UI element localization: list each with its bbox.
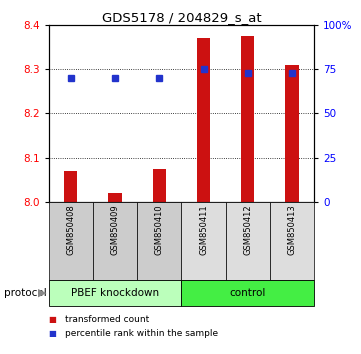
Bar: [241, 36, 255, 202]
Text: transformed count: transformed count: [65, 315, 149, 324]
Text: GSM850409: GSM850409: [110, 204, 119, 255]
Bar: [93, 202, 137, 280]
Bar: [108, 193, 122, 202]
Text: GSM850410: GSM850410: [155, 204, 164, 255]
Bar: [285, 65, 299, 202]
Text: control: control: [230, 288, 266, 298]
Bar: [181, 202, 226, 280]
Text: ■: ■: [49, 315, 57, 324]
Bar: [197, 38, 210, 202]
Bar: [49, 202, 93, 280]
Title: GDS5178 / 204829_s_at: GDS5178 / 204829_s_at: [101, 11, 261, 24]
Bar: [137, 202, 182, 280]
Bar: [226, 202, 270, 280]
Text: GSM850408: GSM850408: [66, 204, 75, 255]
Bar: [270, 202, 314, 280]
Bar: [181, 280, 314, 306]
Text: GSM850412: GSM850412: [243, 204, 252, 255]
Text: GSM850413: GSM850413: [287, 204, 296, 255]
Text: protocol: protocol: [4, 288, 46, 298]
Text: ■: ■: [49, 329, 57, 338]
Bar: [153, 169, 166, 202]
Text: percentile rank within the sample: percentile rank within the sample: [65, 329, 218, 338]
Text: ▶: ▶: [38, 288, 47, 298]
Bar: [49, 280, 181, 306]
Text: PBEF knockdown: PBEF knockdown: [71, 288, 159, 298]
Text: GSM850411: GSM850411: [199, 204, 208, 255]
Bar: [64, 171, 78, 202]
